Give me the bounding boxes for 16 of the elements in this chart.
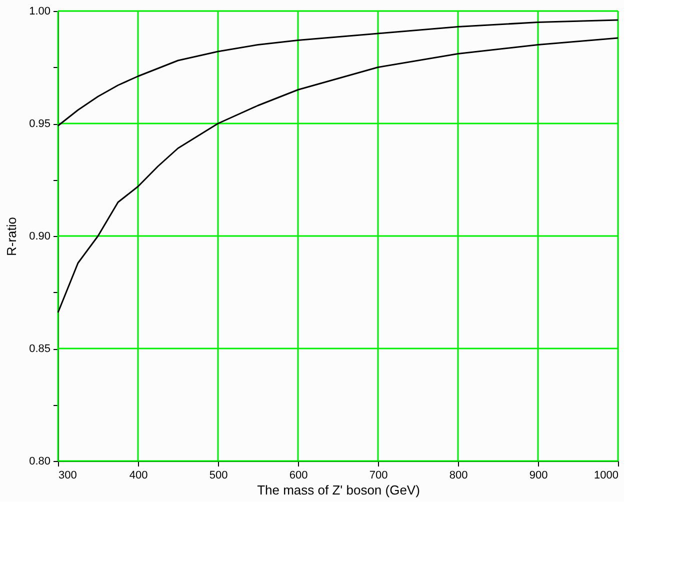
- x-tick-label: 300: [58, 470, 77, 482]
- line-series: [57, 37, 619, 314]
- x-tick-label: 800: [449, 470, 468, 482]
- y-tick-label: 0.95: [29, 118, 50, 130]
- y-tick-label: 0.85: [29, 343, 50, 355]
- y-tick-label: 1.00: [29, 6, 50, 18]
- x-tick-label: 400: [129, 470, 148, 482]
- x-tick-label: 900: [529, 470, 548, 482]
- y-tick-label: 0.80: [29, 456, 50, 468]
- x-tick-label: 1000: [594, 470, 618, 482]
- x-tick-label: 500: [209, 470, 228, 482]
- x-tick-label: 600: [289, 470, 308, 482]
- y-tick-label: 0.90: [29, 230, 50, 242]
- y-axis-title: R-ratio: [4, 216, 20, 256]
- x-axis-title: The mass of Z' boson (GeV): [257, 482, 420, 498]
- x-tick-label: 700: [369, 470, 388, 482]
